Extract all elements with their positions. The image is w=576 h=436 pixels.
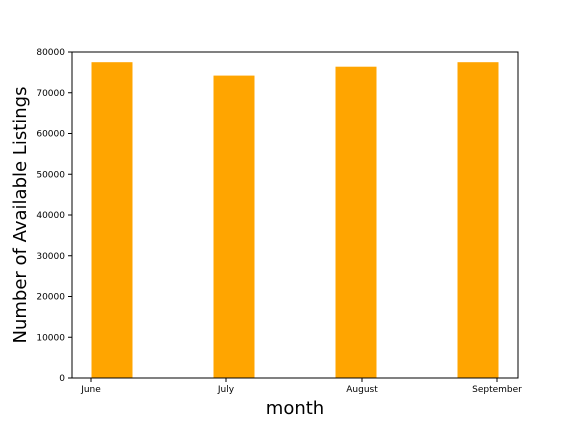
bar-july [213,75,255,378]
y-tick-label: 20000 [36,293,65,303]
y-tick-label: 80000 [36,48,65,58]
y-tick-label: 30000 [36,252,65,262]
y-tick-label: 40000 [36,211,65,221]
x-axis-label: month [266,398,324,419]
x-tick-label-august: August [346,385,378,395]
bars-layer [91,62,499,378]
y-axis-ticks: 0 10000 20000 30000 40000 50000 60000 70000 8000… [36,48,72,384]
x-axis-ticks: June July August September [80,378,522,395]
y-tick-label: 0 [59,374,65,384]
bar-september [457,62,499,378]
bar-august [335,66,377,378]
y-tick-label: 10000 [36,333,65,343]
plot-area-frame [71,51,519,379]
x-tick-label-july: July [217,385,235,395]
y-tick-label: 70000 [36,89,65,99]
y-tick-label: 60000 [36,130,65,140]
bar-june [91,62,133,378]
y-tick-label: 50000 [36,170,65,180]
x-tick-label-september: September [472,385,522,395]
x-tick-label-june: June [80,385,101,395]
y-axis-label: Number of Available Listings [10,87,31,344]
